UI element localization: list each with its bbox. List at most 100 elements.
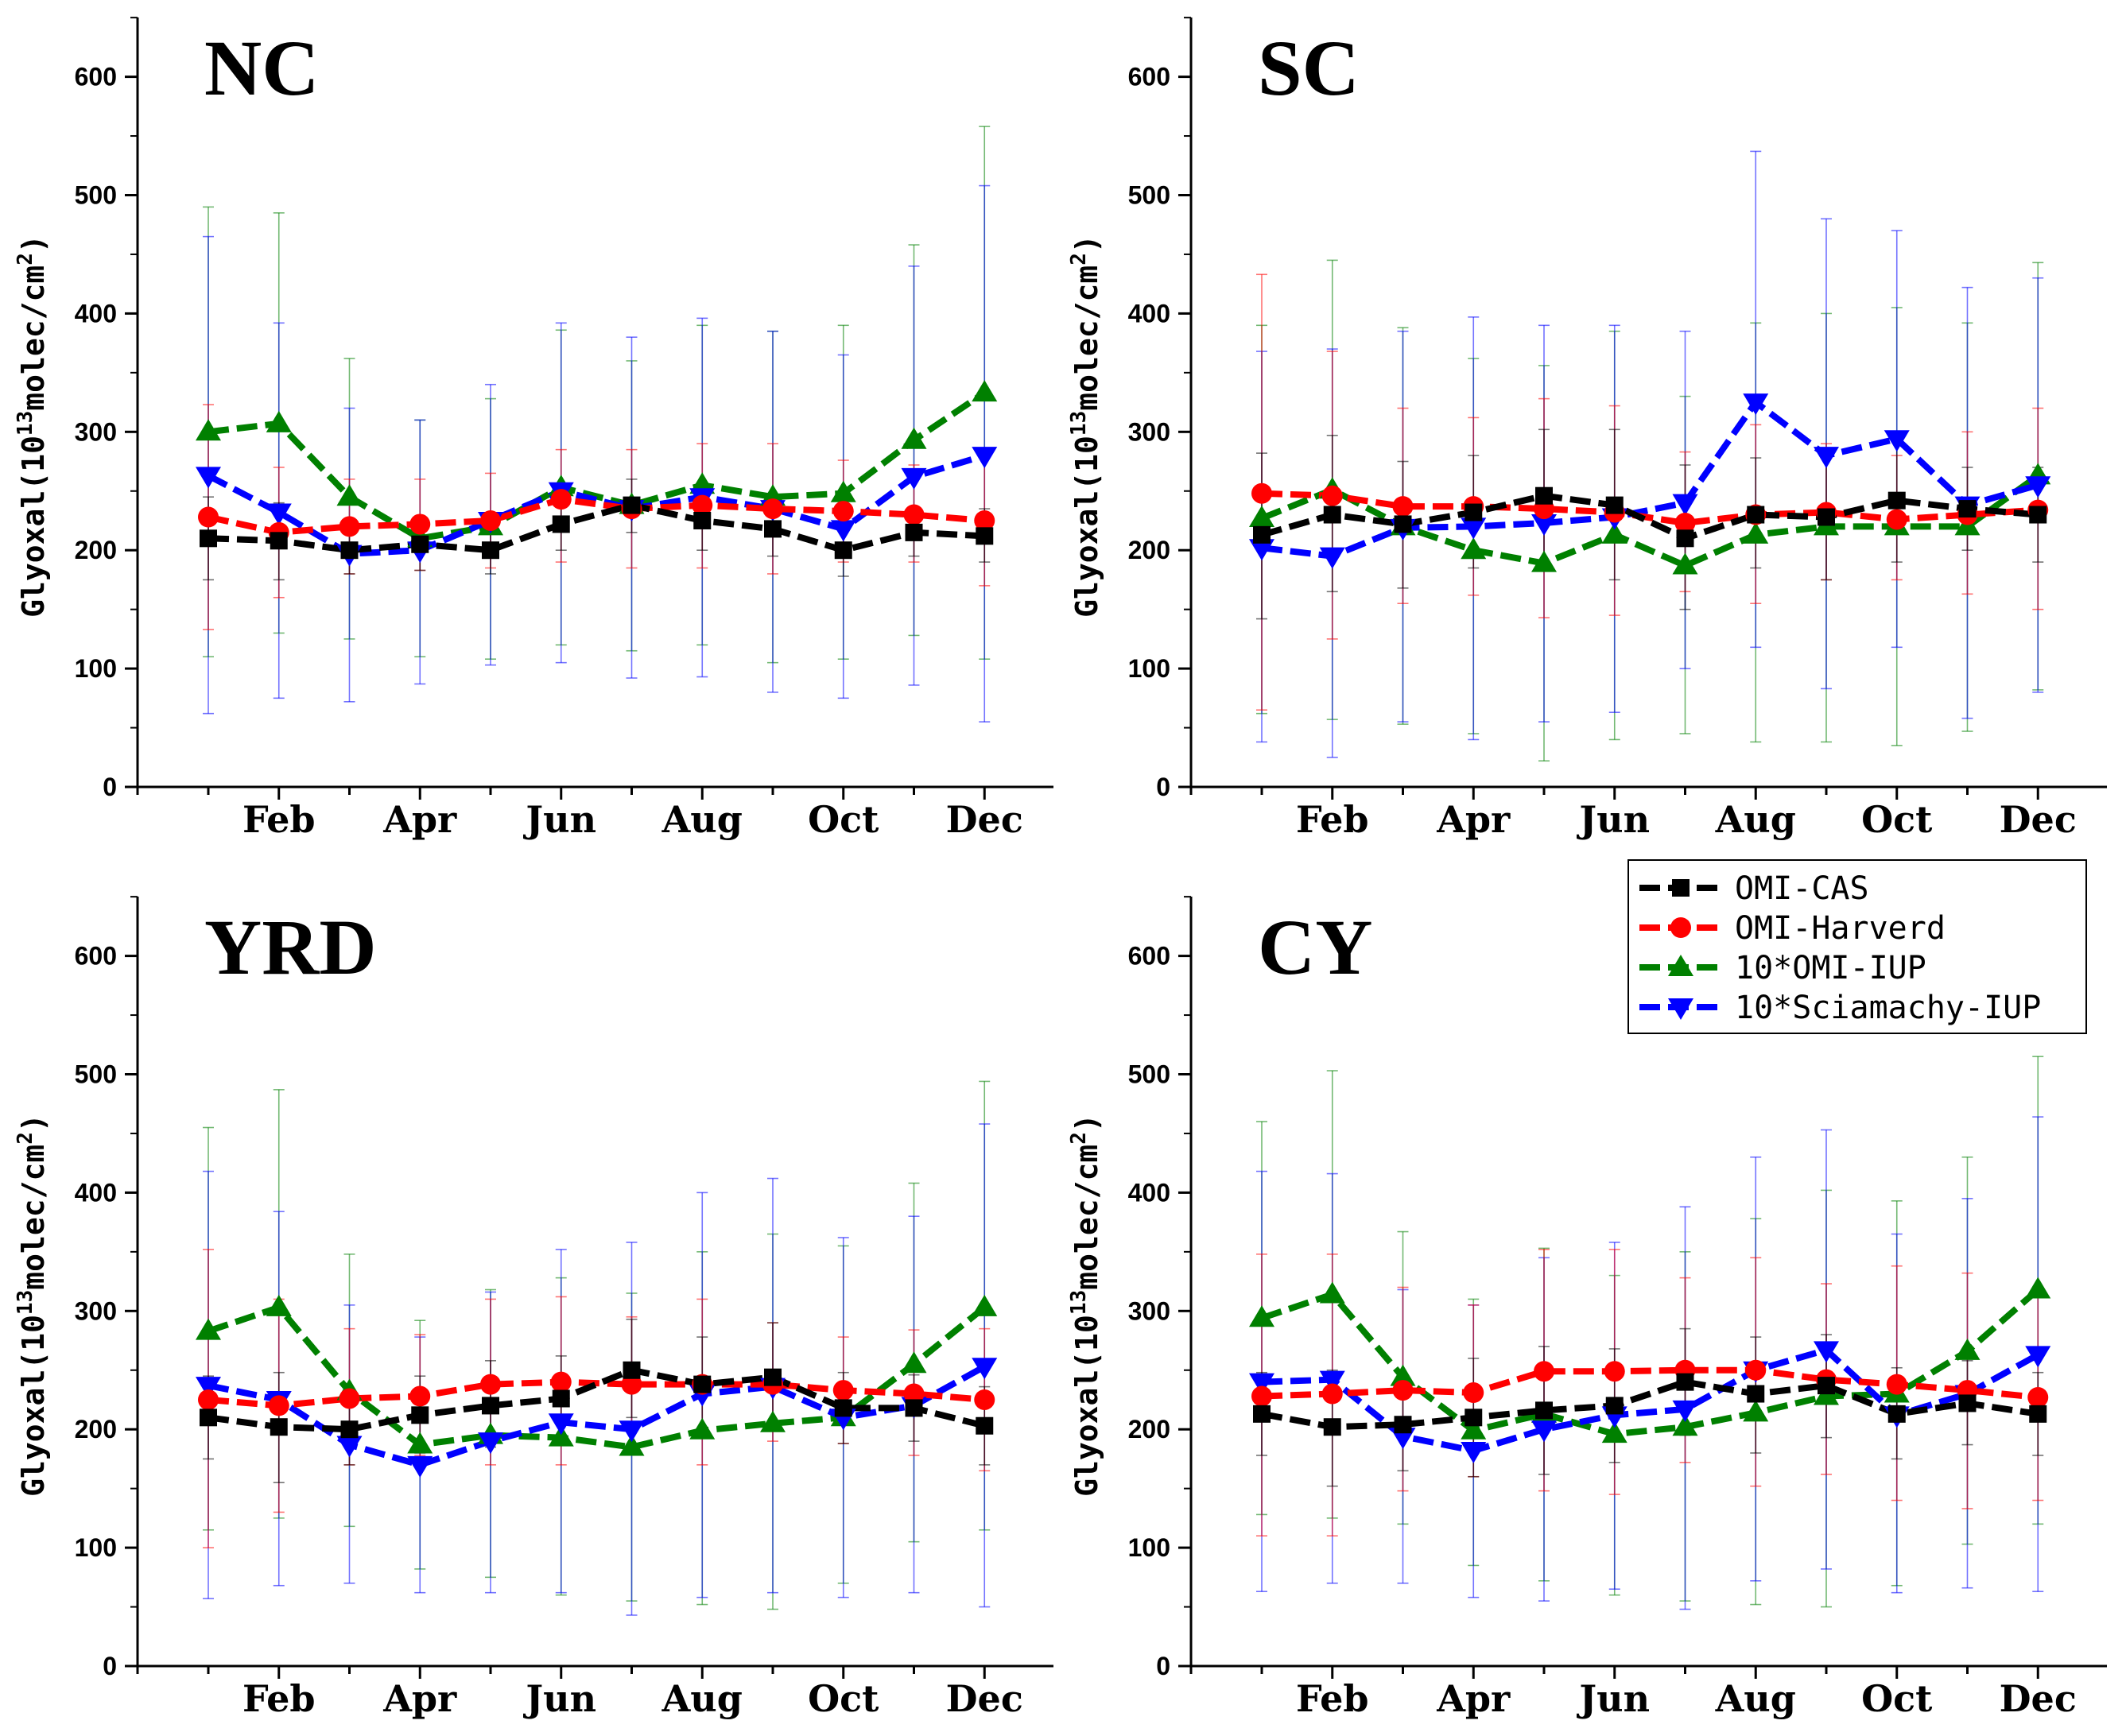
plot-area (1249, 1056, 2051, 1610)
y-tick-label: 300 (1128, 417, 1170, 446)
data-point (196, 1377, 221, 1399)
data-point (1531, 550, 1557, 572)
legend-label: OMI-Harverd (1735, 910, 1946, 947)
series-line-omi-harverd (1261, 490, 2039, 526)
data-point (1319, 547, 1345, 569)
legend-item-omi-cas: OMI-CAS (1639, 870, 1869, 907)
markers-10-omi-iup (196, 1294, 998, 1456)
data-point (196, 1318, 221, 1340)
x-tick-label: Oct (808, 798, 879, 841)
markers-10-sciamachy-iup (196, 1358, 998, 1478)
x-tick-label: Oct (1861, 1677, 1933, 1720)
y-tick-label: 0 (1156, 773, 1170, 801)
data-point (1321, 485, 1343, 506)
markers-omi-cas (1253, 1373, 2047, 1436)
data-point (1319, 1281, 1345, 1304)
data-point (409, 1385, 431, 1407)
y-axis-title: Glyoxal(1013molec/cm2) (14, 234, 51, 618)
data-point (339, 516, 360, 537)
data-point (905, 1399, 923, 1417)
data-point (1605, 1397, 1624, 1415)
data-point (482, 541, 499, 560)
x-tick-label: Dec (946, 798, 1023, 841)
plot-area (196, 1080, 998, 1616)
markers-omi-harverd (198, 489, 995, 543)
series-line-10-omi-iup (207, 1304, 987, 1451)
series-line-10-sciamachy-iup (1261, 399, 2039, 560)
x-tick-label: Feb (1296, 1677, 1369, 1720)
data-point (1954, 1338, 1981, 1360)
legend-item-omi-harverd: OMI-Harverd (1639, 910, 1946, 947)
data-point (1958, 1394, 1977, 1412)
panel-title: YRD (204, 903, 377, 991)
panels: 0 100 200 300 400 500 600 Feb Apr Jun Aug Oct Dec Gly… (14, 17, 2107, 1720)
data-point (336, 484, 363, 506)
markers-omi-harverd (1251, 1359, 2049, 1408)
panel-title: NC (204, 24, 319, 112)
y-axis-title: Glyoxal(1013molec/cm2) (14, 1114, 51, 1497)
panel-yrd: 0 100 200 300 400 500 600 Feb Apr Jun Aug Oct Dec Gly… (14, 896, 1053, 1720)
data-point (1461, 517, 1487, 540)
data-point (2029, 506, 2047, 524)
y-tick-label: 100 (1128, 1533, 1170, 1562)
y-tick-label: 200 (75, 536, 117, 564)
legend-label: 10*Sciamachy-IUP (1735, 990, 2041, 1026)
data-point (1887, 1405, 1906, 1423)
error-bars-10-sciamachy-iup (1256, 150, 2044, 758)
x-tick-label: Apr (382, 1677, 457, 1720)
series-line-omi-cas (1260, 492, 2039, 542)
data-point (1253, 525, 1271, 544)
data-point (1672, 1400, 1698, 1422)
data-point (268, 1395, 289, 1416)
data-point (901, 467, 927, 490)
data-point (1886, 509, 1907, 530)
data-point (411, 1406, 429, 1424)
legend-marker (1668, 998, 1693, 1020)
data-point (1676, 529, 1694, 548)
series-line-omi-cas (208, 502, 985, 554)
data-point (1887, 491, 1906, 510)
data-point (1672, 494, 1698, 516)
series-line-10-sciamachy-iup (1261, 1347, 2040, 1455)
data-point (548, 1424, 574, 1447)
data-point (198, 506, 219, 528)
data-point (976, 1416, 994, 1435)
data-point (482, 1397, 499, 1415)
data-point (1605, 496, 1624, 514)
error-bars-omi-harverd (1256, 273, 2044, 711)
data-point (411, 535, 429, 553)
data-point (200, 529, 217, 548)
x-tick-label: Jun (1576, 798, 1650, 841)
y-tick-label: 100 (75, 654, 117, 683)
data-point (976, 527, 994, 545)
data-point (2027, 1386, 2049, 1408)
data-point (480, 1374, 501, 1395)
error-bars-10-omi-iup (203, 1080, 991, 1610)
y-tick-label: 600 (1128, 63, 1170, 91)
panel-title: SC (1258, 24, 1360, 112)
data-point (196, 467, 221, 489)
y-tick-label: 500 (75, 1060, 117, 1089)
y-tick-label: 300 (1128, 1296, 1170, 1325)
legend-marker (1672, 879, 1690, 897)
series-line-10-sciamachy-iup (207, 452, 986, 557)
series-line-omi-harverd (208, 496, 985, 536)
data-point (1461, 1442, 1487, 1464)
data-point (1392, 1380, 1414, 1401)
data-point (1814, 1341, 1839, 1363)
data-point (1249, 505, 1274, 527)
data-point (972, 447, 998, 469)
legend-marker (1670, 917, 1691, 938)
x-tick-label: Aug (1715, 1677, 1796, 1720)
x-tick-label: Aug (661, 798, 743, 841)
error-bars-omi-cas (203, 1318, 991, 1484)
y-tick-label: 500 (75, 181, 117, 210)
data-point (1323, 506, 1341, 524)
data-point (903, 1383, 925, 1405)
data-point (1676, 1373, 1694, 1391)
y-tick-label: 200 (75, 1415, 117, 1443)
data-point (1884, 430, 1910, 452)
data-point (1604, 1361, 1625, 1382)
error-bars-omi-harverd (203, 404, 991, 630)
data-point (834, 1399, 852, 1417)
